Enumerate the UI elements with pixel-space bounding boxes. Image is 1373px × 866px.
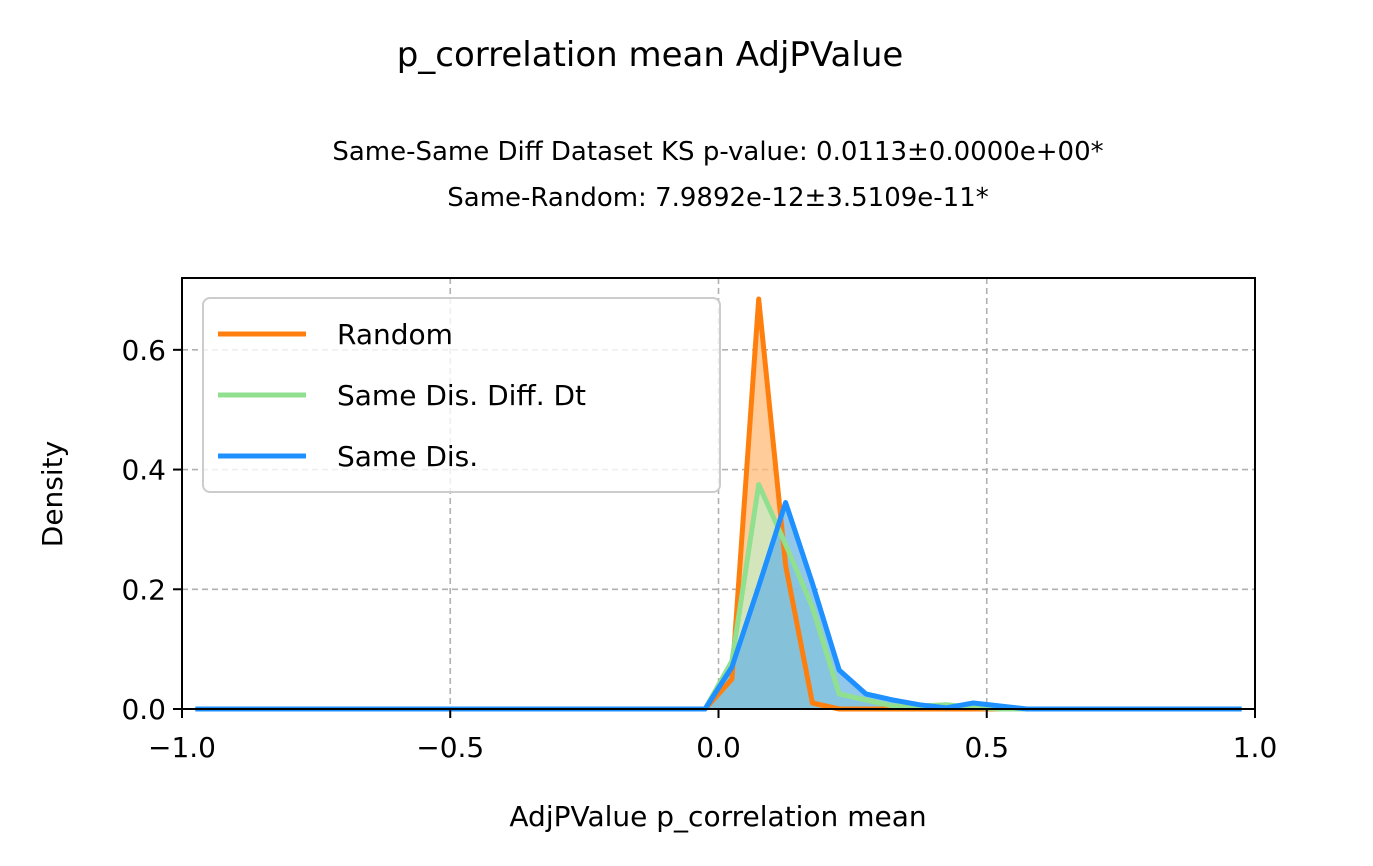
- chart-subtitle-line-2: Same-Random: 7.9892e-12±3.5109e-11*: [447, 183, 988, 213]
- y-tick-label-1: 0.2: [121, 573, 166, 606]
- x-tick-label-1: −0.5: [416, 731, 484, 764]
- y-axis-label: Density: [36, 441, 69, 547]
- y-tick-label-0: 0.0: [121, 693, 166, 726]
- x-tick-label-2: 0.0: [696, 731, 741, 764]
- x-tick-label-0: −1.0: [148, 731, 216, 764]
- x-tick-label-3: 0.5: [964, 731, 1009, 764]
- legend-label-2: Same Dis.: [337, 440, 478, 473]
- x-axis-label: AdjPValue p_correlation mean: [509, 800, 926, 833]
- y-tick-label-3: 0.6: [121, 334, 166, 367]
- legend-frame: [202, 297, 721, 493]
- legend: Random Same Dis. Diff. Dt Same Dis.: [202, 297, 721, 493]
- chart-subtitle-line-1: Same-Same Diff Dataset KS p-value: 0.011…: [332, 137, 1103, 167]
- legend-label-1: Same Dis. Diff. Dt: [337, 379, 586, 412]
- y-tick-label-2: 0.4: [121, 454, 166, 487]
- legend-label-0: Random: [337, 318, 453, 351]
- axis-ticks: −1.0 −0.5 0.0 0.5 1.0 0.0 0.2 0.4 0.6: [121, 334, 1277, 764]
- x-tick-label-4: 1.0: [1233, 731, 1278, 764]
- chart-title: p_correlation mean AdjPValue: [397, 35, 904, 75]
